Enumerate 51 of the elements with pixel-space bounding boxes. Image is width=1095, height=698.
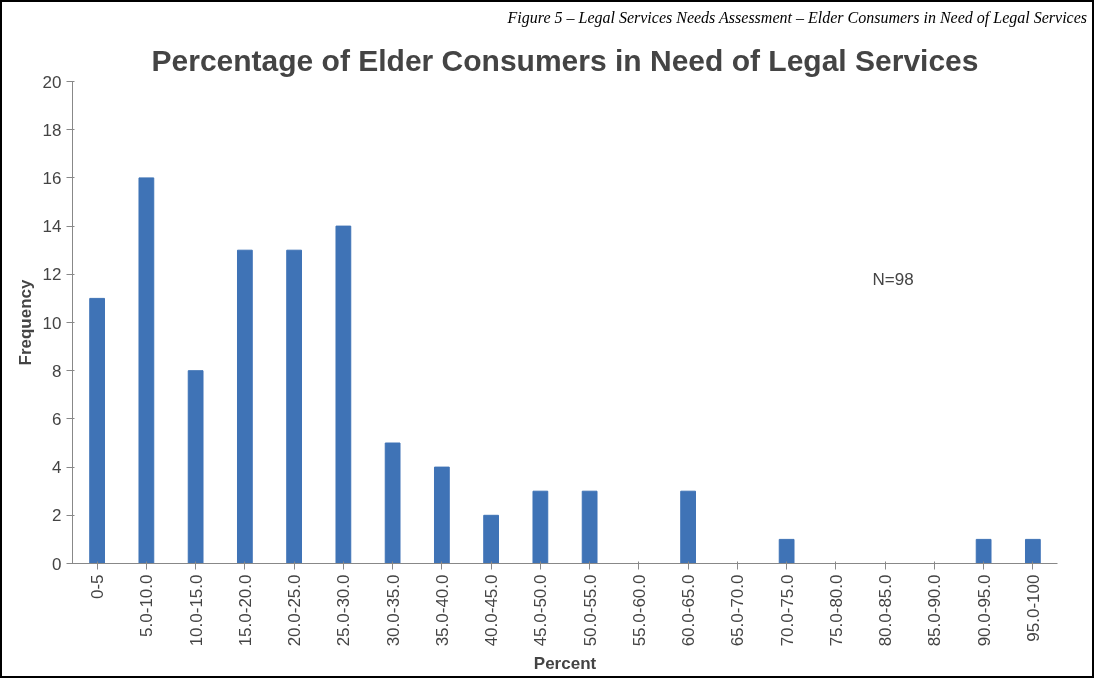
x-tick-label: 90.0-95.0 (974, 574, 994, 647)
x-tick-label: 60.0-65.0 (679, 574, 699, 647)
y-tick-label: 20 (42, 72, 62, 92)
bar (138, 177, 155, 564)
bar (236, 249, 253, 564)
y-tick-label: 8 (52, 361, 62, 381)
chart-title: Percentage of Elder Consumers in Need of Legal Services (151, 43, 979, 77)
y-tick-label: 10 (42, 313, 62, 333)
y-tick-label: 4 (52, 458, 62, 478)
y-tick-label: 18 (42, 120, 62, 140)
bar (384, 442, 401, 564)
y-tick-label: 16 (42, 168, 62, 188)
y-axis-title: Frequency (15, 278, 35, 366)
x-tick-label: 20.0-25.0 (285, 574, 305, 647)
bar (1024, 538, 1041, 564)
y-tick-label: 12 (42, 265, 62, 285)
x-tick-label: 0-5 (88, 574, 108, 600)
x-axis-title: Percent (533, 654, 597, 674)
x-tick-label: 65.0-70.0 (728, 574, 748, 647)
annotation: N=98 (872, 269, 914, 289)
bar (532, 490, 549, 564)
x-tick-label: 40.0-45.0 (482, 574, 502, 647)
x-tick-label: 30.0-35.0 (383, 574, 403, 647)
bar (335, 225, 352, 564)
bar (581, 490, 598, 564)
bar (89, 297, 106, 564)
x-tick-label: 70.0-75.0 (777, 574, 797, 647)
x-tick-label: 5.0-10.0 (137, 574, 157, 637)
y-tick-label: 0 (52, 554, 62, 574)
x-tick-label: 25.0-30.0 (334, 574, 354, 647)
x-tick-label: 50.0-55.0 (580, 574, 600, 647)
bar (483, 514, 500, 564)
y-tick-label: 6 (52, 409, 62, 429)
x-tick-label: 35.0-40.0 (432, 574, 452, 647)
bar (975, 538, 992, 564)
bar (433, 466, 450, 564)
x-tick-label: 75.0-80.0 (826, 574, 846, 647)
bar (187, 370, 204, 564)
x-tick-label: 85.0-90.0 (925, 574, 945, 647)
x-tick-label: 10.0-15.0 (186, 574, 206, 647)
y-tick-label: 14 (42, 217, 62, 237)
x-tick-label: 95.0-100 (1023, 574, 1043, 642)
x-tick-label: 55.0-60.0 (629, 574, 649, 647)
y-tick-label: 2 (52, 506, 62, 526)
caption: Figure 5 – Legal Services Needs Assessment – Elder Consumers in Need of Legal Services (507, 8, 1087, 29)
bar (778, 538, 795, 564)
bar (286, 249, 303, 564)
x-tick-label: 15.0-20.0 (235, 574, 255, 647)
x-tick-label: 45.0-50.0 (531, 574, 551, 647)
bar (680, 490, 697, 564)
x-tick-label: 80.0-85.0 (876, 574, 896, 647)
